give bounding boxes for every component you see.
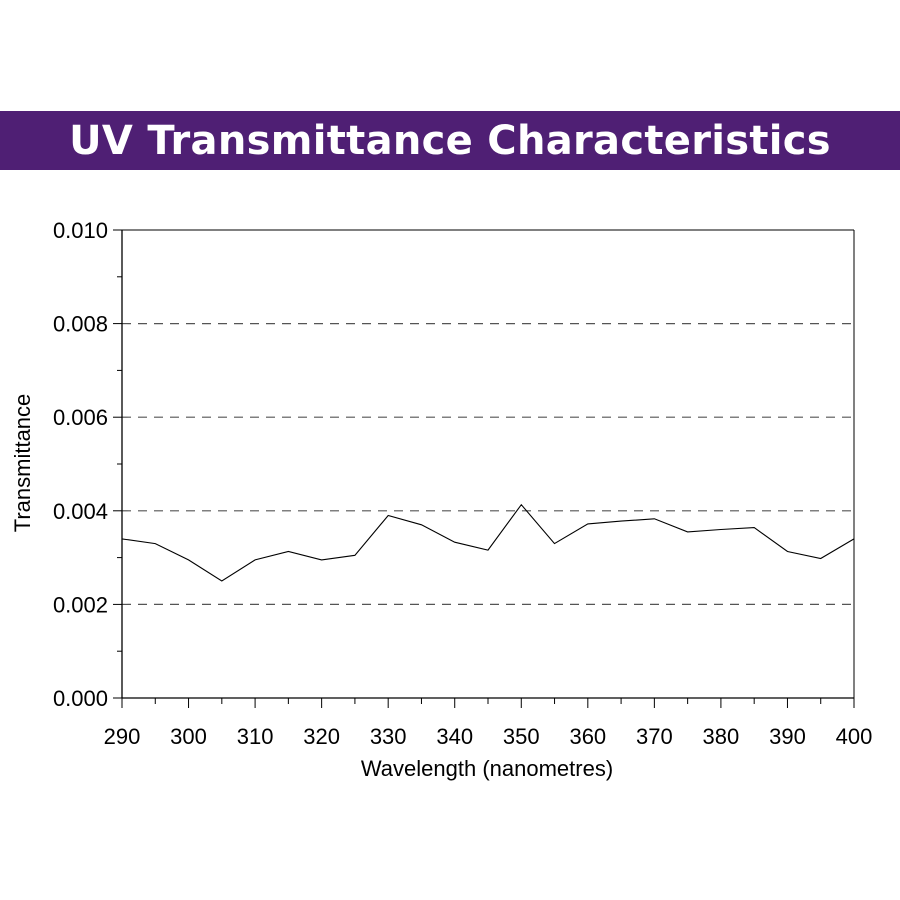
grid-layer bbox=[122, 323, 854, 606]
y-tick-label-4: 0.008 bbox=[53, 312, 108, 337]
x-axis-label: Wavelength (nanometres) bbox=[361, 756, 613, 781]
y-tick-label-0: 0.000 bbox=[53, 686, 108, 711]
x-tick-label-10: 390 bbox=[769, 724, 806, 749]
y-tick-label-3: 0.006 bbox=[53, 405, 108, 430]
x-tick-label-4: 330 bbox=[370, 724, 407, 749]
x-tick-label-0: 290 bbox=[104, 724, 141, 749]
ticks-layer bbox=[113, 229, 855, 708]
x-tick-label-9: 380 bbox=[703, 724, 740, 749]
series-layer bbox=[121, 503, 855, 582]
y-axis-label: Transmittance bbox=[10, 394, 35, 533]
x-tick-label-2: 310 bbox=[237, 724, 274, 749]
x-tick-label-7: 360 bbox=[569, 724, 606, 749]
x-tick-label-3: 320 bbox=[303, 724, 340, 749]
x-tick-label-11: 400 bbox=[836, 724, 873, 749]
tick-labels-layer: 0.000 0.002 0.004 0.006 0.008 0.010 290 300 310 3… bbox=[53, 218, 872, 749]
axes-layer bbox=[121, 229, 855, 699]
transmittance-line bbox=[121, 503, 855, 582]
x-tick-label-6: 350 bbox=[503, 724, 540, 749]
y-tick-label-2: 0.004 bbox=[53, 499, 108, 524]
y-tick-label-5: 0.010 bbox=[53, 218, 108, 243]
chart-title: UV Transmittance Characteristics bbox=[69, 117, 831, 164]
x-tick-label-8: 370 bbox=[636, 724, 673, 749]
x-tick-label-1: 300 bbox=[170, 724, 207, 749]
y-tick-label-1: 0.002 bbox=[53, 592, 108, 617]
title-banner: UV Transmittance Characteristics bbox=[0, 111, 900, 170]
x-tick-label-5: 340 bbox=[436, 724, 473, 749]
